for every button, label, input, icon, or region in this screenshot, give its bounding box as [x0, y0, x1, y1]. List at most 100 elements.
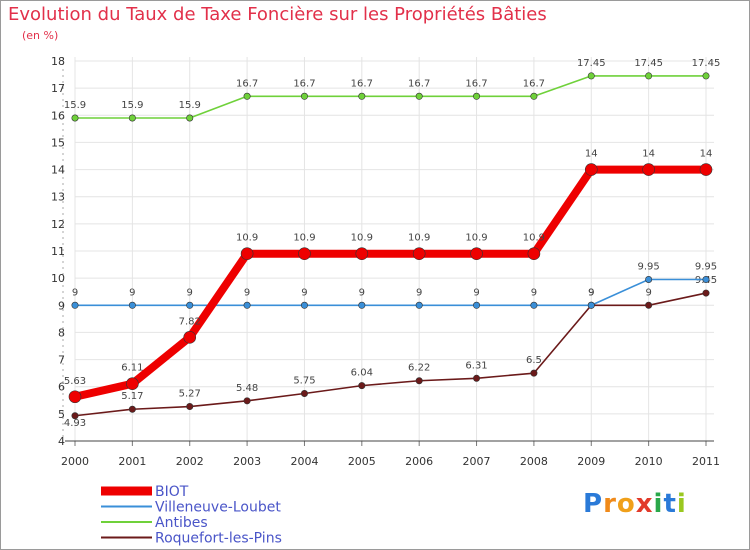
data-label-villeneuve-loubet: 9 — [416, 287, 422, 298]
data-label-biot: 14 — [585, 149, 598, 160]
data-point-biot — [126, 377, 139, 391]
data-label-roquefort-les-pins: 6.31 — [465, 360, 487, 371]
data-label-biot: 14 — [700, 149, 713, 160]
x-tick-label: 2001 — [118, 455, 146, 468]
data-label-roquefort-les-pins: 5.75 — [293, 376, 315, 387]
data-point-roquefort-les-pins — [645, 301, 653, 309]
data-point-roquefort-les-pins — [128, 405, 136, 413]
data-point-biot — [527, 247, 541, 261]
data-point-villeneuve-loubet — [473, 301, 481, 309]
data-point-villeneuve-loubet — [300, 301, 308, 309]
data-label-biot: 10.9 — [408, 233, 430, 244]
series-antibes: 15.9 15.9 15.9 16.7 16.7 16.7 16.7 16.7 16.7 17.4… — [64, 58, 721, 122]
data-point-villeneuve-loubet — [587, 301, 595, 309]
data-point-antibes — [530, 92, 538, 100]
data-point-villeneuve-loubet — [71, 301, 79, 309]
y-tick-label: 8 — [58, 326, 65, 339]
series-line-biot — [74, 165, 706, 401]
data-label-villeneuve-loubet: 9 — [244, 287, 250, 298]
data-label-antibes: 17.45 — [634, 58, 663, 69]
data-label-villeneuve-loubet: 9 — [72, 287, 78, 298]
axes — [62, 57, 714, 446]
legend-label-villeneuve-loubet: Villeneuve-Loubet — [155, 500, 281, 516]
data-label-villeneuve-loubet: 9 — [473, 287, 479, 298]
data-point-biot — [298, 247, 311, 261]
y-tick-label: 17 — [51, 82, 65, 95]
data-point-biot — [240, 247, 254, 261]
data-label-antibes: 15.9 — [64, 100, 86, 111]
series-line-villeneuve-loubet — [75, 278, 706, 307]
data-label-villeneuve-loubet: 9 — [359, 287, 365, 298]
data-point-biot — [68, 390, 82, 404]
data-label-antibes: 17.45 — [577, 58, 606, 69]
data-point-antibes — [702, 72, 710, 80]
y-tick-label: 11 — [51, 245, 65, 258]
y-tick-label: 5 — [58, 408, 65, 421]
data-label-antibes: 17.45 — [692, 58, 721, 69]
data-label-biot: 5.63 — [64, 376, 86, 387]
data-point-antibes — [473, 92, 481, 100]
data-label-antibes: 16.7 — [408, 78, 430, 89]
data-label-biot: 6.11 — [121, 363, 143, 374]
legend-label-antibes: Antibes — [155, 515, 208, 531]
data-point-villeneuve-loubet — [243, 301, 251, 309]
x-tick-label: 2007 — [463, 455, 491, 468]
data-point-roquefort-les-pins — [473, 374, 481, 382]
data-label-villeneuve-loubet: 9.95 — [638, 262, 660, 273]
y-axis-ticks: 4 5 6 7 8 9 10 11 12 13 14 15 16 17 18 — [51, 55, 65, 448]
data-label-roquefort-les-pins: 5.17 — [121, 391, 143, 402]
data-label-roquefort-les-pins: 5.27 — [179, 389, 201, 400]
series-roquefort-les-pins: 4.935.175.275.485.756.046.226.316.5999.4… — [64, 275, 717, 429]
x-tick-label: 2005 — [348, 455, 376, 468]
data-label-biot: 10.9 — [293, 233, 315, 244]
data-label-villeneuve-loubet: 9 — [129, 287, 135, 298]
data-label-biot: 7.82 — [179, 316, 201, 327]
data-point-biot — [183, 331, 197, 344]
data-point-biot — [584, 163, 598, 176]
x-tick-label: 2002 — [176, 455, 204, 468]
data-point-villeneuve-loubet — [128, 301, 136, 309]
data-label-antibes: 16.7 — [465, 78, 487, 89]
data-point-villeneuve-loubet — [645, 275, 653, 283]
y-tick-label: 16 — [51, 109, 65, 122]
data-label-roquefort-les-pins: 5.48 — [236, 383, 258, 394]
y-tick-label: 18 — [51, 55, 65, 68]
data-point-antibes — [128, 114, 136, 122]
data-point-antibes — [71, 114, 79, 122]
data-label-villeneuve-loubet: 9 — [531, 287, 537, 298]
series-line-antibes — [75, 75, 706, 119]
y-tick-label: 7 — [58, 354, 65, 367]
legend-label-roquefort-les-pins: Roquefort-les-Pins — [155, 531, 282, 547]
data-label-antibes: 16.7 — [293, 78, 315, 89]
data-point-antibes — [645, 72, 653, 80]
data-label-biot: 10.9 — [465, 233, 487, 244]
data-label-antibes: 15.9 — [179, 100, 201, 111]
series-villeneuve-loubet: 9 9 9 9 9 9 9 9 9 9 9.95 9.95 — [71, 262, 717, 309]
y-tick-label: 6 — [58, 381, 65, 394]
x-tick-label: 2009 — [577, 455, 605, 468]
x-tick-label: 2003 — [233, 455, 261, 468]
data-point-antibes — [587, 72, 595, 80]
data-point-biot — [470, 247, 483, 261]
data-point-villeneuve-loubet — [358, 301, 366, 309]
series-lines: 4.935.175.275.485.756.046.226.316.5999.4… — [64, 58, 720, 429]
data-label-roquefort-les-pins: 9 — [588, 287, 594, 298]
data-label-roquefort-les-pins: 6.5 — [526, 355, 542, 366]
x-tick-label: 2011 — [692, 455, 720, 468]
data-point-roquefort-les-pins — [415, 377, 423, 385]
series-biot: 5.63 6.11 7.82 10.9 10.9 10.9 10.9 10.9 10.9 14 14… — [64, 149, 713, 404]
x-tick-label: 2000 — [61, 455, 89, 468]
data-label-biot: 10.9 — [523, 233, 545, 244]
chart-unit: (en %) — [22, 29, 59, 42]
data-label-antibes: 15.9 — [121, 100, 143, 111]
data-label-biot: 10.9 — [236, 233, 258, 244]
data-label-antibes: 16.7 — [351, 78, 373, 89]
data-label-villeneuve-loubet: 9 — [187, 287, 193, 298]
data-label-roquefort-les-pins: 6.04 — [351, 368, 373, 379]
data-label-antibes: 16.7 — [523, 78, 545, 89]
data-point-villeneuve-loubet — [186, 301, 194, 309]
data-point-roquefort-les-pins — [71, 412, 79, 420]
data-point-antibes — [415, 92, 423, 100]
data-label-villeneuve-loubet: 9 — [588, 287, 594, 298]
